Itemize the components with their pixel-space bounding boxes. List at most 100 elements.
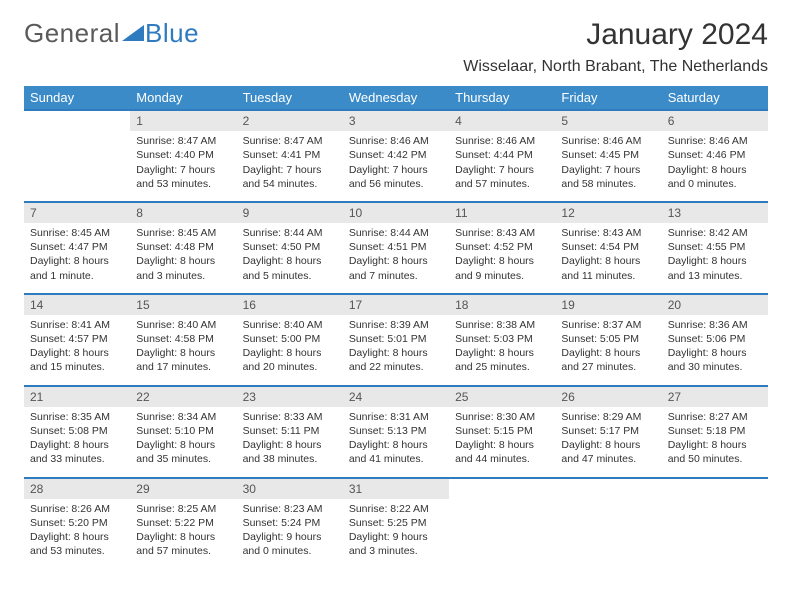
day-content-cell: Sunrise: 8:27 AMSunset: 5:18 PMDaylight:… bbox=[662, 407, 768, 478]
day-content-cell bbox=[555, 499, 661, 569]
day-number-cell: 16 bbox=[237, 294, 343, 315]
day-number-cell: 21 bbox=[24, 386, 130, 407]
daylight-text: Daylight: 8 hours and 20 minutes. bbox=[243, 346, 337, 374]
sunset-text: Sunset: 4:58 PM bbox=[136, 332, 230, 346]
sunset-text: Sunset: 5:05 PM bbox=[561, 332, 655, 346]
sunset-text: Sunset: 5:03 PM bbox=[455, 332, 549, 346]
daylight-text: Daylight: 8 hours and 30 minutes. bbox=[668, 346, 762, 374]
sunset-text: Sunset: 4:51 PM bbox=[349, 240, 443, 254]
sunrise-text: Sunrise: 8:31 AM bbox=[349, 410, 443, 424]
day-number-cell: 5 bbox=[555, 110, 661, 131]
daylight-text: Daylight: 8 hours and 41 minutes. bbox=[349, 438, 443, 466]
weekday-heading: Saturday bbox=[662, 86, 768, 110]
day-number-cell bbox=[662, 478, 768, 499]
day-content-row: Sunrise: 8:47 AMSunset: 4:40 PMDaylight:… bbox=[24, 131, 768, 202]
daylight-text: Daylight: 7 hours and 54 minutes. bbox=[243, 163, 337, 191]
day-content-row: Sunrise: 8:35 AMSunset: 5:08 PM Daylight:… bbox=[24, 407, 768, 478]
day-content-cell: Sunrise: 8:46 AMSunset: 4:45 PMDaylight:… bbox=[555, 131, 661, 202]
daylight-text: Daylight: 8 hours and 57 minutes. bbox=[136, 530, 230, 558]
day-content-cell: Sunrise: 8:38 AMSunset: 5:03 PMDaylight:… bbox=[449, 315, 555, 386]
sunrise-text: Sunrise: 8:29 AM bbox=[561, 410, 655, 424]
daylight-text: Daylight: 7 hours and 53 minutes. bbox=[136, 163, 230, 191]
day-content-row: Sunrise: 8:26 AMSunset: 5:20 PMDaylight:… bbox=[24, 499, 768, 569]
day-content-cell: Sunrise: 8:35 AMSunset: 5:08 PMDaylight:… bbox=[24, 407, 130, 478]
location-text: Wisselaar, North Brabant, The Netherland… bbox=[463, 58, 768, 76]
sunset-text: Sunset: 5:08 PM bbox=[30, 424, 124, 438]
sunrise-text: Sunrise: 8:36 AM bbox=[668, 318, 762, 332]
day-number-cell: 7 bbox=[24, 202, 130, 223]
day-content-cell: Sunrise: 8:29 AMSunset: 5:17 PMDaylight:… bbox=[555, 407, 661, 478]
daylight-text: Daylight: 9 hours and 3 minutes. bbox=[349, 530, 443, 558]
day-number-cell: 10 bbox=[343, 202, 449, 223]
daylight-text: Daylight: 8 hours and 47 minutes. bbox=[561, 438, 655, 466]
sunset-text: Sunset: 4:50 PM bbox=[243, 240, 337, 254]
day-content-cell: Sunrise: 8:47 AMSunset: 4:41 PMDaylight:… bbox=[237, 131, 343, 202]
sunset-text: Sunset: 5:11 PM bbox=[243, 424, 337, 438]
daylight-text: Daylight: 9 hours and 0 minutes. bbox=[243, 530, 337, 558]
calendar-header: Sunday Monday Tuesday Wednesday Thursday… bbox=[24, 86, 768, 110]
day-number-cell: 24 bbox=[343, 386, 449, 407]
brand-logo: General Blue bbox=[24, 18, 199, 49]
calendar-table: Sunday Monday Tuesday Wednesday Thursday… bbox=[24, 86, 768, 568]
day-content-cell: Sunrise: 8:43 AMSunset: 4:54 PMDaylight:… bbox=[555, 223, 661, 294]
daylight-text: Daylight: 8 hours and 27 minutes. bbox=[561, 346, 655, 374]
day-number-cell: 26 bbox=[555, 386, 661, 407]
day-number-cell: 4 bbox=[449, 110, 555, 131]
day-content-cell: Sunrise: 8:46 AMSunset: 4:42 PMDaylight:… bbox=[343, 131, 449, 202]
sunrise-text: Sunrise: 8:25 AM bbox=[136, 502, 230, 516]
day-content-cell: Sunrise: 8:22 AMSunset: 5:25 PMDaylight:… bbox=[343, 499, 449, 569]
day-number-cell: 12 bbox=[555, 202, 661, 223]
day-content-cell: Sunrise: 8:42 AMSunset: 4:55 PMDaylight:… bbox=[662, 223, 768, 294]
daylight-text: Daylight: 8 hours and 5 minutes. bbox=[243, 254, 337, 282]
daylight-text: Daylight: 8 hours and 38 minutes. bbox=[243, 438, 337, 466]
sunset-text: Sunset: 4:46 PM bbox=[668, 148, 762, 162]
day-number-cell bbox=[24, 110, 130, 131]
day-number-cell: 25 bbox=[449, 386, 555, 407]
day-number-row: 14151617181920 bbox=[24, 294, 768, 315]
page-header: General Blue January 2024 Wisselaar, Nor… bbox=[24, 18, 768, 76]
sunset-text: Sunset: 4:48 PM bbox=[136, 240, 230, 254]
day-number-cell bbox=[449, 478, 555, 499]
sunrise-text: Sunrise: 8:45 AM bbox=[30, 226, 124, 240]
daylight-text: Daylight: 8 hours and 44 minutes. bbox=[455, 438, 549, 466]
sunset-text: Sunset: 5:18 PM bbox=[668, 424, 762, 438]
sunset-text: Sunset: 4:44 PM bbox=[455, 148, 549, 162]
day-number-row: 123456 bbox=[24, 110, 768, 131]
daylight-text: Daylight: 8 hours and 35 minutes. bbox=[136, 438, 230, 466]
day-content-cell: Sunrise: 8:41 AMSunset: 4:57 PMDaylight:… bbox=[24, 315, 130, 386]
sunrise-text: Sunrise: 8:42 AM bbox=[668, 226, 762, 240]
daylight-text: Daylight: 7 hours and 56 minutes. bbox=[349, 163, 443, 191]
sunset-text: Sunset: 5:10 PM bbox=[136, 424, 230, 438]
day-content-cell: Sunrise: 8:44 AMSunset: 4:50 PMDaylight:… bbox=[237, 223, 343, 294]
weekday-heading: Monday bbox=[130, 86, 236, 110]
day-number-cell: 30 bbox=[237, 478, 343, 499]
daylight-text: Daylight: 8 hours and 22 minutes. bbox=[349, 346, 443, 374]
day-number-cell: 2 bbox=[237, 110, 343, 131]
sunrise-text: Sunrise: 8:45 AM bbox=[136, 226, 230, 240]
sunrise-text: Sunrise: 8:43 AM bbox=[455, 226, 549, 240]
day-number-row: 28293031 bbox=[24, 478, 768, 499]
day-content-cell: Sunrise: 8:33 AMSunset: 5:11 PMDaylight:… bbox=[237, 407, 343, 478]
weekday-heading: Tuesday bbox=[237, 86, 343, 110]
day-number-cell: 11 bbox=[449, 202, 555, 223]
day-number-cell: 28 bbox=[24, 478, 130, 499]
sunrise-text: Sunrise: 8:27 AM bbox=[668, 410, 762, 424]
day-content-row: Sunrise: 8:41 AMSunset: 4:57 PMDaylight:… bbox=[24, 315, 768, 386]
logo-triangle-icon bbox=[122, 17, 144, 39]
day-number-cell: 17 bbox=[343, 294, 449, 315]
weekday-heading: Friday bbox=[555, 86, 661, 110]
sunset-text: Sunset: 4:52 PM bbox=[455, 240, 549, 254]
weekday-heading: Thursday bbox=[449, 86, 555, 110]
sunset-text: Sunset: 4:41 PM bbox=[243, 148, 337, 162]
sunrise-text: Sunrise: 8:23 AM bbox=[243, 502, 337, 516]
day-content-cell: Sunrise: 8:44 AMSunset: 4:51 PMDaylight:… bbox=[343, 223, 449, 294]
sunset-text: Sunset: 5:15 PM bbox=[455, 424, 549, 438]
sunrise-text: Sunrise: 8:35 AM bbox=[30, 410, 124, 424]
daylight-text: Daylight: 8 hours and 50 minutes. bbox=[668, 438, 762, 466]
day-content-cell: Sunrise: 8:37 AMSunset: 5:05 PMDaylight:… bbox=[555, 315, 661, 386]
daylight-text: Daylight: 7 hours and 58 minutes. bbox=[561, 163, 655, 191]
day-number-cell: 9 bbox=[237, 202, 343, 223]
title-block: January 2024 Wisselaar, North Brabant, T… bbox=[463, 18, 768, 76]
sunset-text: Sunset: 5:00 PM bbox=[243, 332, 337, 346]
day-number-cell: 23 bbox=[237, 386, 343, 407]
